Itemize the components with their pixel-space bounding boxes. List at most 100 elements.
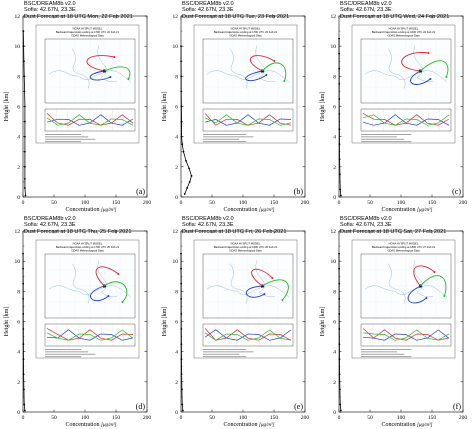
y-tick-label: 4 bbox=[333, 350, 336, 356]
profile-point bbox=[338, 373, 341, 376]
profile-point bbox=[338, 328, 341, 330]
profile-line bbox=[22, 253, 26, 411]
profile-point bbox=[339, 194, 342, 197]
profile-point bbox=[183, 193, 186, 195]
inset-met-data: GDAS Meteorological Data bbox=[387, 249, 420, 253]
inset-footnote-line bbox=[45, 138, 96, 140]
profile-point bbox=[23, 135, 26, 138]
map-coastline bbox=[229, 263, 248, 304]
profile-point bbox=[180, 313, 183, 315]
profile-point bbox=[338, 267, 341, 270]
inset-footnote-line bbox=[361, 136, 397, 138]
y-tick-label: 0 bbox=[333, 410, 336, 416]
inset-subtitle: Backward trajectories ending at 1700 UTC… bbox=[214, 30, 278, 34]
trajectory-line bbox=[410, 70, 431, 85]
profile-point bbox=[339, 388, 341, 391]
profile-point bbox=[338, 113, 341, 115]
profile-point bbox=[22, 45, 25, 48]
trajectory-height-line bbox=[204, 114, 292, 126]
profile-point bbox=[186, 187, 189, 189]
inset-title: NOAA HYSPLIT MODEL bbox=[73, 242, 103, 246]
trajectory-height-line bbox=[204, 328, 292, 341]
profile-point bbox=[188, 181, 191, 183]
map-coastline bbox=[364, 70, 448, 83]
profile-point bbox=[338, 128, 341, 131]
y-tick-label: 6 bbox=[17, 105, 20, 111]
x-tick-label: 100 bbox=[239, 415, 248, 421]
panel-c: 0 2 4 6 8 10 12 0 50 100 150 200 Height [km] Concentr… bbox=[316, 2, 468, 213]
trajectory-endpoint bbox=[281, 299, 284, 301]
header-forecast: Dust Forecast at 18 UTC Thu, 25 Feb 2021 bbox=[24, 228, 132, 235]
trajectory-endpoint bbox=[109, 76, 112, 78]
x-tick-label: 200 bbox=[301, 200, 310, 206]
profile-point bbox=[338, 98, 341, 100]
profile-point bbox=[188, 167, 190, 170]
profile-point bbox=[23, 165, 26, 168]
panel-label: (a) bbox=[136, 187, 145, 196]
header-site: Sofia: 42.67N, 23.3E bbox=[24, 222, 76, 229]
trajectory-endpoint bbox=[273, 60, 276, 62]
profile-line bbox=[338, 253, 342, 411]
y-tick-label: 10 bbox=[331, 259, 337, 265]
inset-footnote-line bbox=[361, 353, 405, 355]
trajectory-line bbox=[89, 70, 111, 81]
x-tick-label: 50 bbox=[51, 200, 57, 206]
panel-e-svg: 0 2 4 6 8 10 12 0 50 100 150 200 Height [km] Concentr… bbox=[162, 229, 309, 428]
profile-point bbox=[23, 409, 26, 412]
trajectory-line bbox=[95, 266, 119, 287]
profile-point bbox=[23, 403, 26, 406]
header-site: Sofia: 42.67N, 23.3E bbox=[340, 222, 392, 229]
y-tick-label: 0 bbox=[17, 195, 20, 201]
x-tick-label: 150 bbox=[112, 415, 121, 421]
y-tick-label: 10 bbox=[15, 44, 21, 50]
inset-footnote-line bbox=[361, 141, 412, 143]
trajectory-endpoint bbox=[433, 271, 436, 273]
trajectory-endpoint bbox=[425, 297, 428, 299]
profile-point bbox=[181, 403, 184, 406]
x-tick-label: 50 bbox=[367, 415, 373, 421]
inset-footnote-line bbox=[361, 134, 412, 135]
profile-point bbox=[180, 135, 183, 138]
profile-point bbox=[338, 52, 341, 55]
x-tick-label: 150 bbox=[112, 200, 121, 206]
profile-point bbox=[338, 252, 340, 255]
trajectory-line bbox=[249, 55, 275, 72]
trajectory-line bbox=[262, 279, 289, 301]
map-coastline bbox=[387, 263, 406, 304]
panel-header: BSC/DREAM8b v2.0 Sofia: 42.67N, 23.3E Dust… bbox=[340, 216, 446, 235]
x-tick-label: 50 bbox=[209, 415, 215, 421]
profile-point bbox=[338, 282, 341, 285]
x-tick-label: 0 bbox=[22, 200, 25, 206]
x-tick-label: 100 bbox=[239, 200, 248, 206]
trajectory-line bbox=[420, 60, 449, 78]
profile-point bbox=[180, 120, 183, 123]
inset-footnote-line bbox=[361, 356, 412, 358]
trajectory-height-line bbox=[362, 329, 450, 341]
y-tick-label: 10 bbox=[173, 44, 179, 50]
header-forecast: Dust Forecast at 18 UTC Mon, 22 Feb 2021 bbox=[24, 13, 133, 20]
panel-header: BSC/DREAM8b v2.0 Sofia: 42.67N, 23.3E Dust… bbox=[182, 216, 286, 235]
trajectory-height-line bbox=[362, 114, 450, 126]
y-tick-label: 2 bbox=[333, 380, 336, 386]
header-site: Sofia: 42.67N, 23.3E bbox=[24, 7, 76, 14]
trajectory-height-line bbox=[204, 114, 292, 126]
profile-point bbox=[180, 267, 183, 270]
inset-footnote-line bbox=[361, 351, 397, 353]
inset-title: NOAA HYSPLIT MODEL bbox=[231, 27, 261, 31]
panel-label: (b) bbox=[294, 187, 304, 196]
trajectory-height-line bbox=[46, 328, 134, 341]
map-coastline bbox=[71, 263, 90, 304]
map-coastline bbox=[413, 45, 434, 83]
profile-point bbox=[23, 388, 25, 391]
profile-point bbox=[338, 82, 341, 85]
panel-c-svg: 0 2 4 6 8 10 12 0 50 100 150 200 Height [km] Concentr… bbox=[320, 14, 467, 213]
y-tick-label: 8 bbox=[175, 289, 178, 295]
profile-point bbox=[22, 313, 25, 315]
profile-point bbox=[22, 30, 25, 32]
